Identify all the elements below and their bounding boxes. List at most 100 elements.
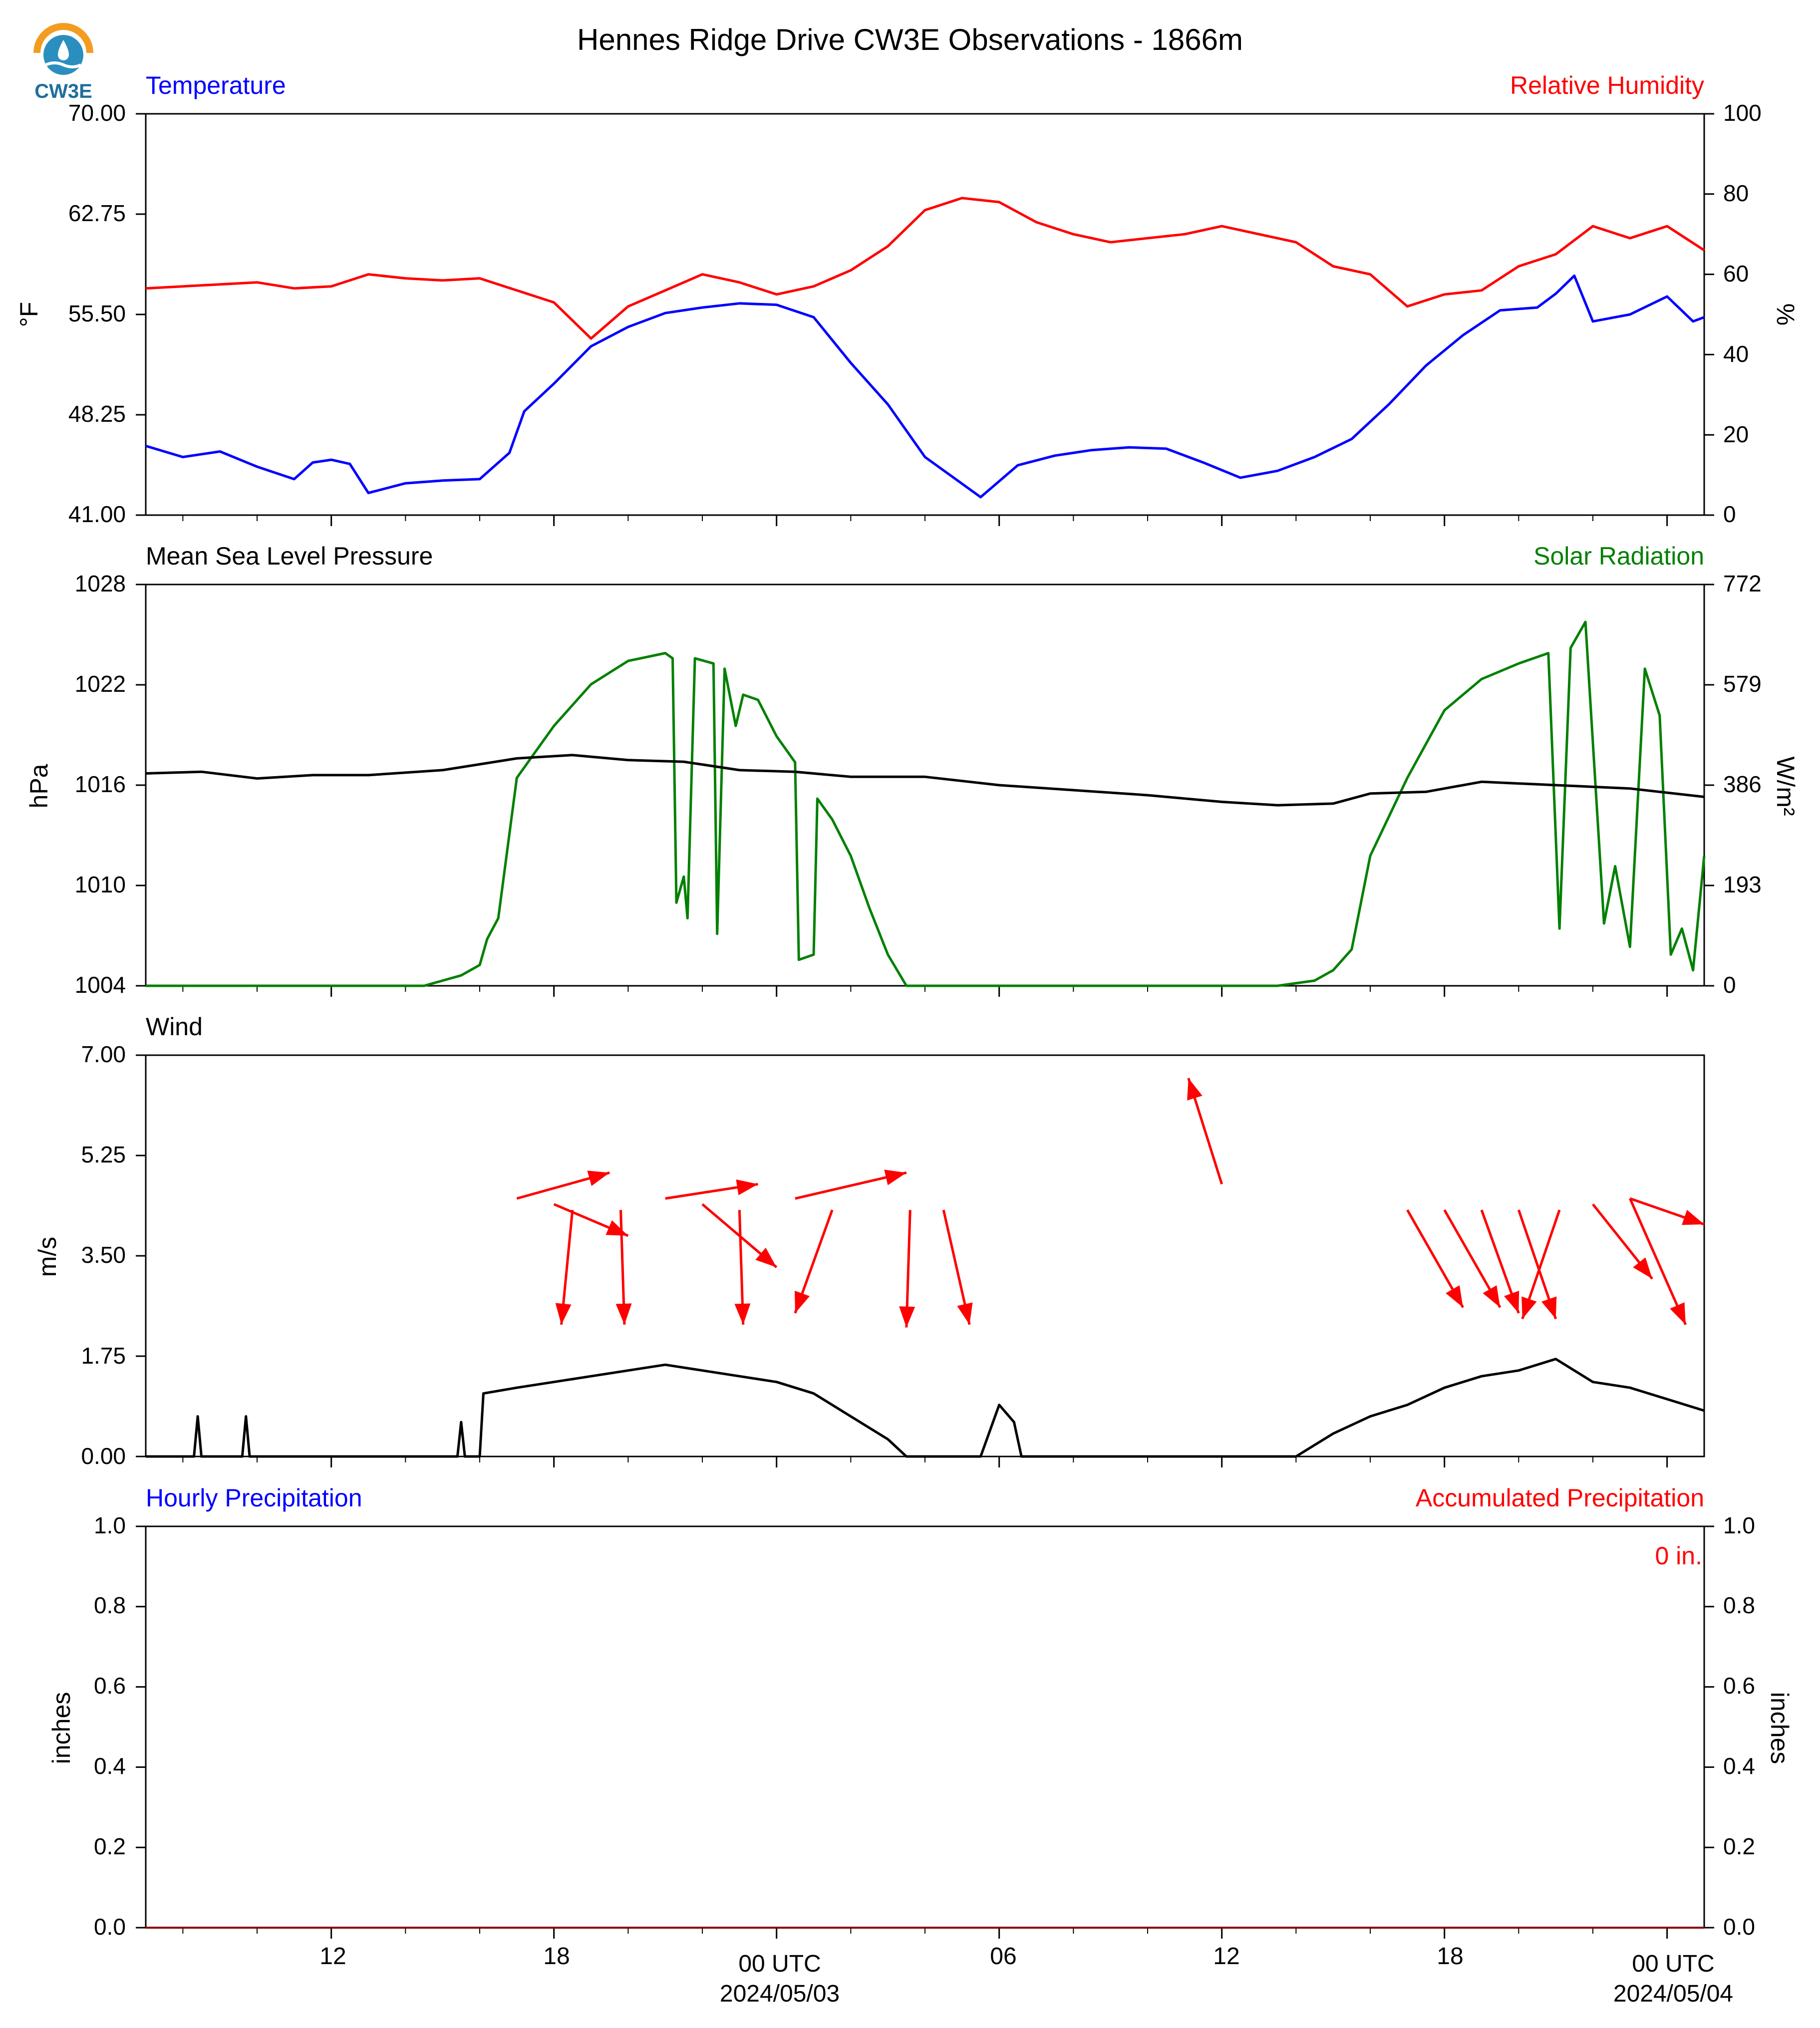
x-tick-label: 18	[543, 1943, 570, 1970]
logo-sun-arc	[33, 23, 93, 53]
temperature-ylabel: °F	[15, 302, 43, 327]
accum-total-label: 0 in.	[1655, 1542, 1702, 1570]
temp-tick-label: 55.50	[68, 300, 126, 326]
plot-frame	[145, 583, 1705, 987]
solar-tick-label: 772	[1723, 571, 1762, 596]
wind-arrowhead	[1670, 1302, 1686, 1325]
precip-tick-label: 0.4	[1723, 1753, 1755, 1779]
x-date-label: 2024/05/04	[1613, 1981, 1733, 2007]
pressure-ylabel: hPa	[25, 764, 53, 808]
x-tick-label: 18	[1437, 1943, 1463, 1970]
precip-tick-label: 0.0	[94, 1914, 126, 1940]
precip-tick-label: 1.0	[94, 1512, 126, 1538]
wind-arrowhead	[957, 1302, 973, 1325]
wind-arrowhead	[1504, 1290, 1519, 1313]
pressure-left-ticks: 1004 1010 1016 1022 1028	[75, 571, 126, 998]
x-tick-label: 00 UTC	[1632, 1951, 1714, 1977]
wind-arrowhead	[1541, 1296, 1557, 1319]
solar-right-ticks: 0 193 386 579 772	[1723, 571, 1762, 998]
rh-tick-label: 0	[1723, 501, 1736, 527]
precip-right-ylabel: inches	[1766, 1692, 1794, 1764]
pressure-panel: Mean Sea Level Pressure Solar Radiation …	[25, 542, 1800, 998]
precip-tick-label: 0.4	[94, 1753, 126, 1779]
pressure-tick-label: 1016	[75, 771, 126, 797]
precip-tick-label: 0.2	[1723, 1833, 1755, 1859]
pressure-title: Mean Sea Level Pressure	[146, 542, 433, 570]
logo-wave	[45, 61, 82, 68]
logo-text: CW3E	[34, 80, 92, 102]
rh-tick-label: 40	[1723, 341, 1749, 367]
solar-tick-label: 193	[1723, 871, 1762, 897]
rh-tick-label: 80	[1723, 180, 1749, 206]
wind-tick-label: 3.50	[81, 1242, 126, 1268]
precip-tick-label: 0.6	[94, 1673, 126, 1699]
wind-arrowhead	[899, 1306, 915, 1328]
temperature-panel: Temperature Relative Humidity °F % 41.00…	[15, 71, 1800, 527]
solar-ylabel: W/m²	[1772, 756, 1800, 816]
solar-tick-label: 386	[1723, 771, 1762, 797]
wind-arrowhead	[884, 1169, 907, 1185]
humidity-ylabel: %	[1772, 303, 1800, 325]
wind-arrowhead	[615, 1303, 632, 1325]
wind-speed-line	[146, 1358, 1705, 1458]
precip-tick-label: 0.0	[1723, 1914, 1755, 1940]
rh-tick-label: 100	[1723, 100, 1762, 126]
temp-tick-label: 62.75	[68, 200, 126, 226]
x-tick-label: 12	[1213, 1943, 1239, 1970]
x-date-label: 2024/05/03	[720, 1981, 840, 2007]
temperature-left-ticks: 41.00 48.25 55.50 62.75 70.00	[68, 100, 126, 527]
wind-left-ticks: 0.00 1.75 3.50 5.25 7.00	[81, 1041, 126, 1469]
temp-tick-label: 48.25	[68, 401, 126, 427]
x-tick-label: 06	[990, 1943, 1016, 1970]
wind-arrowhead	[555, 1303, 572, 1325]
precip-tick-label: 0.6	[1723, 1673, 1755, 1699]
temperature-line	[145, 274, 1705, 499]
precip-tick-label: 0.8	[1723, 1592, 1755, 1618]
plot-marks	[136, 113, 1714, 1939]
pressure-tick-label: 1004	[75, 972, 126, 998]
wind-arrowhead	[1682, 1209, 1704, 1225]
humidity-line	[145, 197, 1705, 340]
chart-title: Hennes Ridge Drive CW3E Observations - 1…	[577, 23, 1243, 56]
cw3e-logo: CW3E	[31, 19, 96, 104]
wind-direction-arrow	[1629, 1198, 1687, 1325]
pressure-line	[145, 754, 1705, 807]
wind-panel: Wind m/s 0.00 1.75 3.50 5.25 7.00	[33, 1013, 203, 1469]
wind-arrowhead	[1483, 1285, 1501, 1308]
precip-right-ticks: 0.0 0.2 0.4 0.6 0.8 1.0	[1723, 1512, 1755, 1940]
wind-arrowhead	[734, 1303, 751, 1325]
wind-tick-label: 5.25	[81, 1142, 126, 1167]
wind-arrowhead	[736, 1179, 758, 1195]
wind-ylabel: m/s	[33, 1237, 61, 1277]
wind-title: Wind	[146, 1013, 203, 1041]
wind-tick-label: 7.00	[81, 1041, 126, 1067]
rh-tick-label: 20	[1723, 421, 1749, 447]
rh-tick-label: 60	[1723, 261, 1749, 287]
accum-precip-title: Accumulated Precipitation	[1416, 1484, 1704, 1512]
x-axis-labels: 12 18 00 UTC 06 12 18 00 UTC 2024/05/03 …	[319, 1943, 1733, 2007]
wind-arrowhead	[755, 1247, 777, 1267]
x-tick-label: 12	[319, 1943, 346, 1970]
logo-drop-icon	[58, 40, 69, 60]
wind-arrowhead	[1633, 1257, 1652, 1279]
solar-tick-label: 0	[1723, 972, 1736, 998]
pressure-tick-label: 1010	[75, 871, 126, 897]
temp-tick-label: 70.00	[68, 100, 126, 126]
precip-tick-label: 0.2	[94, 1833, 126, 1859]
solar-title: Solar Radiation	[1533, 542, 1704, 570]
precip-left-ticks: 0.0 0.2 0.4 0.6 0.8 1.0	[94, 1512, 126, 1940]
wind-arrowhead	[1187, 1078, 1203, 1101]
wind-arrowhead	[1446, 1285, 1463, 1308]
humidity-right-ticks: 0 20 40 60 80 100	[1723, 100, 1762, 527]
wind-arrowhead	[1521, 1296, 1537, 1319]
wind-tick-label: 1.75	[81, 1343, 126, 1369]
wind-arrowhead	[794, 1290, 810, 1313]
precip-panel: Hourly Precipitation Accumulated Precipi…	[47, 1484, 1794, 1940]
solar-tick-label: 579	[1723, 671, 1762, 697]
pressure-tick-label: 1022	[75, 671, 126, 697]
precip-left-ylabel: inches	[47, 1692, 75, 1764]
temp-tick-label: 41.00	[68, 501, 126, 527]
precip-tick-label: 0.8	[94, 1592, 126, 1618]
wind-tick-label: 0.00	[81, 1443, 126, 1469]
